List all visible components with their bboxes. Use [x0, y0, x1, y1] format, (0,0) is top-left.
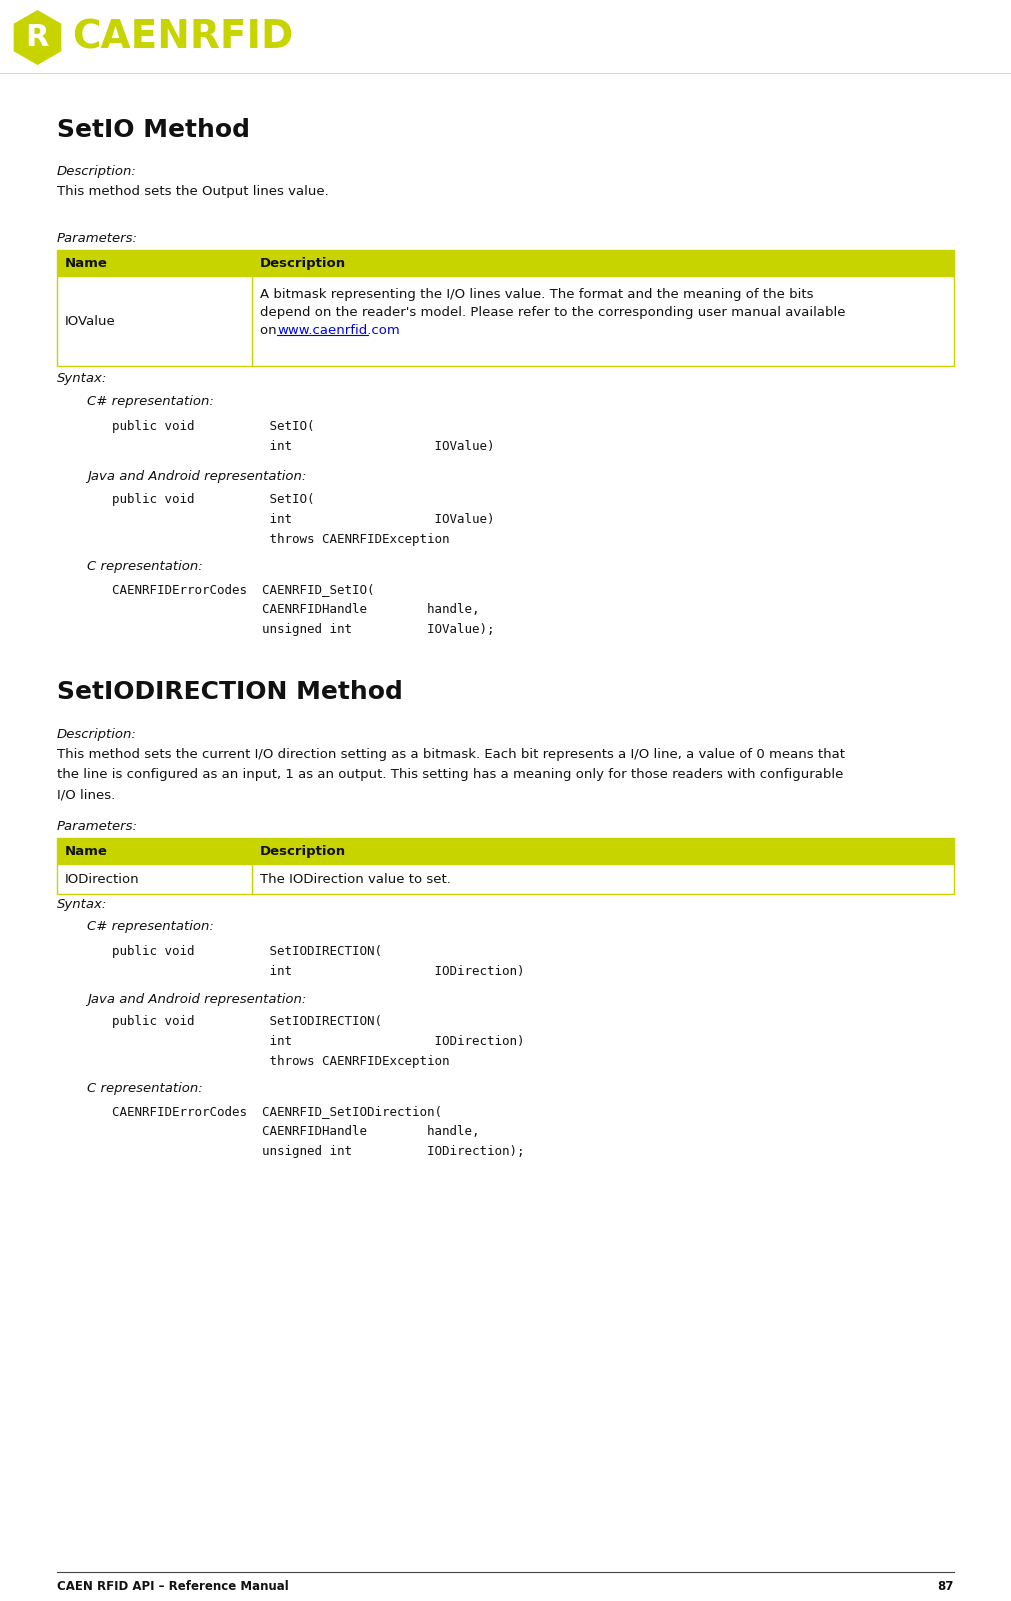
Text: 87: 87	[937, 1580, 954, 1593]
Text: Description: Description	[260, 844, 346, 858]
Text: CAENRFIDErrorCodes  CAENRFID_SetIO(: CAENRFIDErrorCodes CAENRFID_SetIO(	[112, 583, 374, 596]
Text: C# representation:: C# representation:	[87, 395, 214, 408]
Text: IODirection: IODirection	[65, 873, 140, 885]
Text: CAENRFIDHandle        handle,: CAENRFIDHandle handle,	[112, 1126, 479, 1138]
Text: on: on	[260, 323, 281, 336]
Text: C# representation:: C# representation:	[87, 921, 214, 933]
Text: www.caenrfid.com: www.caenrfid.com	[277, 323, 399, 336]
Text: throws CAENRFIDException: throws CAENRFIDException	[112, 533, 450, 546]
Text: public void          SetIODIRECTION(: public void SetIODIRECTION(	[112, 945, 382, 957]
Text: public void          SetIODIRECTION(: public void SetIODIRECTION(	[112, 1015, 382, 1028]
Text: I/O lines.: I/O lines.	[57, 788, 115, 800]
Text: A bitmask representing the I/O lines value. The format and the meaning of the bi: A bitmask representing the I/O lines val…	[260, 288, 814, 301]
Text: Description:: Description:	[57, 165, 136, 178]
Text: The IODirection value to set.: The IODirection value to set.	[260, 873, 451, 885]
Polygon shape	[14, 10, 62, 66]
Text: CAEN RFID API – Reference Manual: CAEN RFID API – Reference Manual	[57, 1580, 289, 1593]
Text: Parameters:: Parameters:	[57, 820, 137, 833]
Text: unsigned int          IODirection);: unsigned int IODirection);	[112, 1145, 525, 1158]
Text: public void          SetIO(: public void SetIO(	[112, 493, 314, 506]
Text: throws CAENRFIDException: throws CAENRFIDException	[112, 1055, 450, 1068]
Text: C representation:: C representation:	[87, 560, 203, 573]
Text: R: R	[25, 22, 50, 51]
Bar	[57, 275, 954, 367]
Text: int                   IODirection): int IODirection)	[112, 1034, 525, 1049]
Text: Syntax:: Syntax:	[57, 371, 107, 384]
Text: This method sets the Output lines value.: This method sets the Output lines value.	[57, 186, 329, 199]
Text: C representation:: C representation:	[87, 1082, 203, 1095]
Text: public void          SetIO(: public void SetIO(	[112, 419, 314, 432]
Text: SetIODIRECTION Method: SetIODIRECTION Method	[57, 680, 402, 704]
Text: Name: Name	[65, 256, 108, 269]
Text: depend on the reader's model. Please refer to the corresponding user manual avai: depend on the reader's model. Please ref…	[260, 306, 845, 319]
Text: CAENRFIDHandle        handle,: CAENRFIDHandle handle,	[112, 604, 479, 616]
Text: CAENRFIDErrorCodes  CAENRFID_SetIODirection(: CAENRFIDErrorCodes CAENRFID_SetIODirecti…	[112, 1105, 442, 1117]
Text: int                   IOValue): int IOValue)	[112, 512, 494, 527]
Text: IOValue: IOValue	[65, 314, 115, 328]
Text: Description:: Description:	[57, 728, 136, 741]
Text: int                   IOValue): int IOValue)	[112, 440, 494, 453]
Bar	[57, 837, 954, 865]
Text: CAENRFID: CAENRFID	[72, 18, 293, 56]
Text: Syntax:: Syntax:	[57, 898, 107, 911]
Text: the line is configured as an input, 1 as an output. This setting has a meaning o: the line is configured as an input, 1 as…	[57, 768, 843, 781]
Text: Java and Android representation:: Java and Android representation:	[87, 471, 306, 484]
Text: Name: Name	[65, 844, 108, 858]
Text: SetIO Method: SetIO Method	[57, 118, 250, 142]
Bar	[57, 865, 954, 893]
Bar	[57, 250, 954, 275]
Text: unsigned int          IOValue);: unsigned int IOValue);	[112, 623, 494, 636]
Text: Parameters:: Parameters:	[57, 232, 137, 245]
Text: Java and Android representation:: Java and Android representation:	[87, 993, 306, 1005]
Text: This method sets the current I/O direction setting as a bitmask. Each bit repres: This method sets the current I/O directi…	[57, 748, 845, 760]
Text: int                   IODirection): int IODirection)	[112, 965, 525, 978]
Text: Description: Description	[260, 256, 346, 269]
